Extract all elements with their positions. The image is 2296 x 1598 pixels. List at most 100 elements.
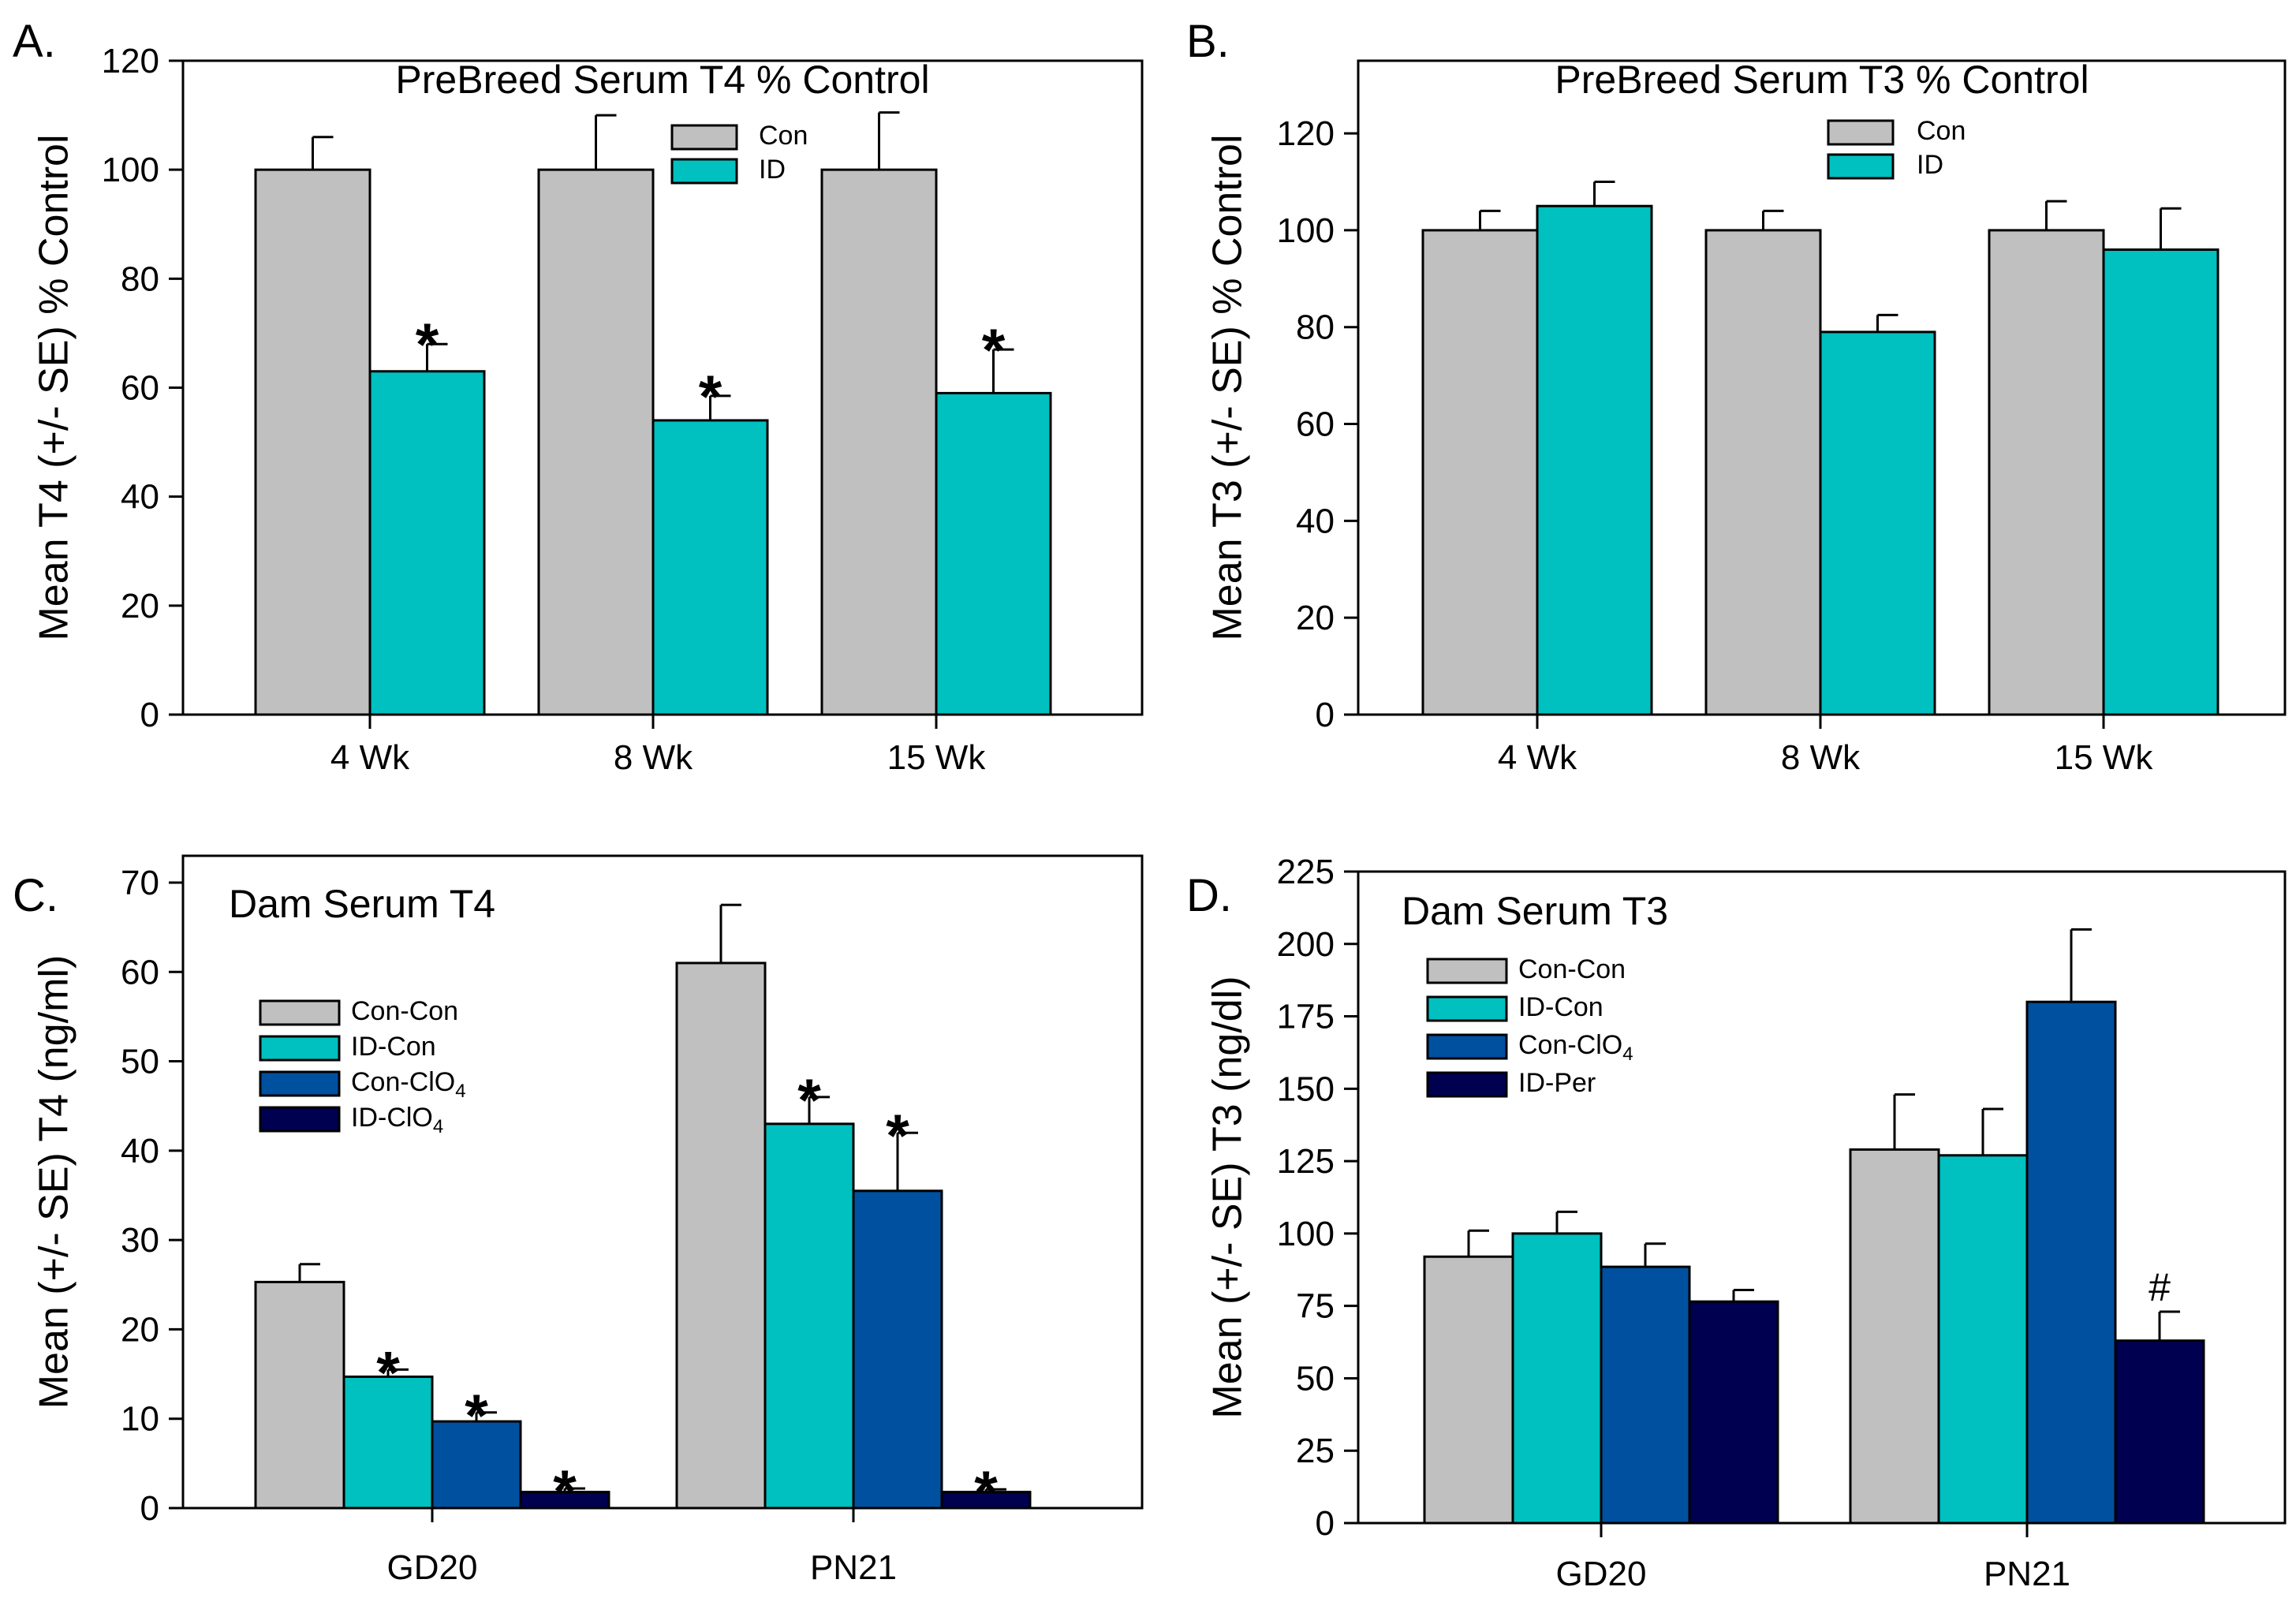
bar-id-clo4 [519,1491,610,1510]
x-tick-label: 15 Wk [2055,738,2154,777]
x-tick-label: 4 Wk [330,738,410,777]
y-tick-label: 0 [1316,1504,1335,1543]
significance-asterisk: * [699,364,722,431]
bar-id [1536,204,1653,716]
y-tick-label: 70 [121,864,159,902]
panel-label: C. [13,870,58,921]
y-tick-label: 200 [1277,925,1335,964]
legend-label: Con [759,121,808,151]
legend: Con ID [1827,116,1966,180]
bar-con [1421,229,1539,716]
bar-con-con [1849,1148,1940,1525]
legend-label: ID-Con [1518,992,1603,1022]
significance-asterisk: * [465,1383,488,1450]
bar-con [254,168,371,716]
plot-frame [1357,870,2287,1525]
y-tick-label: 120 [102,42,159,80]
y-tick-label: 175 [1277,998,1335,1036]
bar-con [1704,229,1822,716]
y-tick-label: 125 [1277,1142,1335,1181]
bar-con-clo4 [852,1189,943,1510]
legend-label: ID-ClO4 [351,1103,443,1137]
bar-con [820,168,938,716]
x-tick-label: 15 Wk [887,738,987,777]
y-tick-label: 40 [1296,502,1335,540]
legend-label: Con-ClO4 [351,1067,466,1102]
legend-swatch [1426,1033,1508,1060]
y-tick-label: 60 [121,953,159,991]
chart-panel-prebreed-serum-t3-control: B. PreBreed Serum T3 % Control 0 20 40 60 80 10… [1186,16,2287,777]
significance-asterisk: * [376,1339,400,1406]
y-tick-label: 100 [1277,211,1335,250]
y-tick-label: 0 [140,696,159,734]
x-tick-label: 8 Wk [1781,738,1861,777]
y-tick-label: 0 [140,1489,159,1528]
bar-id [1819,330,1936,716]
chart-panel-dam-serum-t3: D. Dam Serum T3 0 25 50 75 100 125 150 175 200 225 M… [1186,853,2287,1593]
y-tick-label: 10 [121,1400,159,1439]
plot-frame [181,854,1144,1510]
bar-id-clo4 [940,1491,1032,1510]
y-tick-label: 120 [1277,114,1335,153]
bar-id-con [1937,1154,2029,1525]
panel-label: D. [1186,870,1232,921]
legend-label: ID-Per [1518,1068,1596,1098]
bar-con-con [1423,1255,1514,1525]
bar-id [368,370,486,716]
significance-asterisk: * [982,317,1006,384]
legend-swatch [1426,958,1508,984]
bar-con-clo4 [1600,1265,1691,1525]
significance-asterisk: * [416,312,439,379]
bar-id [651,419,769,716]
x-tick-label: GD20 [387,1548,478,1587]
y-tick-label: 30 [121,1221,159,1260]
y-tick-label: 75 [1296,1287,1335,1326]
y-tick-label: 20 [1296,599,1335,637]
legend-label: Con-Con [351,996,458,1026]
chart-title: Dam Serum T4 [229,882,495,926]
y-axis-label: Mean (+/- SE) T3 (ng/dl) [1205,976,1251,1418]
chart-panel-dam-serum-t4: C. Dam Serum T4 0 10 20 30 40 50 60 70 Mean (+/- S… [13,854,1144,1587]
chart-title: Dam Serum T3 [1402,889,1668,933]
legend-label: ID [1917,150,1943,180]
bar-con-clo4 [2025,1000,2117,1525]
bar-con-clo4 [431,1420,522,1510]
legend-swatch [1827,153,1895,180]
y-tick-label: 150 [1277,1070,1335,1108]
chart-title: PreBreed Serum T4 % Control [395,58,929,102]
panel-label: A. [13,16,56,67]
legend-swatch [1426,995,1508,1022]
legend-label: ID-Con [351,1032,436,1062]
legend-swatch [1426,1071,1508,1098]
bar-id-con [342,1375,434,1510]
legend-swatch [670,158,738,185]
legend-swatch [1827,119,1895,146]
y-tick-label: 50 [121,1043,159,1081]
legend-label: Con-Con [1518,954,1626,984]
bar-con [1988,229,2105,716]
x-tick-label: GD20 [1556,1555,1647,1593]
y-tick-label: 225 [1277,853,1335,891]
y-tick-label: 80 [121,259,159,298]
legend-label: ID [759,155,786,185]
y-axis-label: Mean T3 (+/- SE) % Control [1205,134,1251,640]
legend-swatch [259,1106,341,1133]
panel-label: B. [1186,16,1230,67]
significance-asterisk: * [553,1458,577,1525]
bar-id [935,391,1052,716]
y-tick-label: 40 [121,478,159,517]
y-tick-label: 25 [1296,1432,1335,1470]
bar-id-per [1688,1300,1779,1525]
x-tick-label: PN21 [1984,1555,2070,1593]
bar-con [537,168,655,716]
y-tick-label: 20 [121,1310,159,1349]
significance-asterisk: * [797,1067,821,1134]
bar-id [2102,248,2219,716]
y-tick-label: 60 [121,369,159,408]
bar-con-con [254,1280,345,1510]
y-axis-label: Mean T4 (+/- SE) % Control [32,134,77,640]
significance-asterisk: * [974,1459,998,1526]
